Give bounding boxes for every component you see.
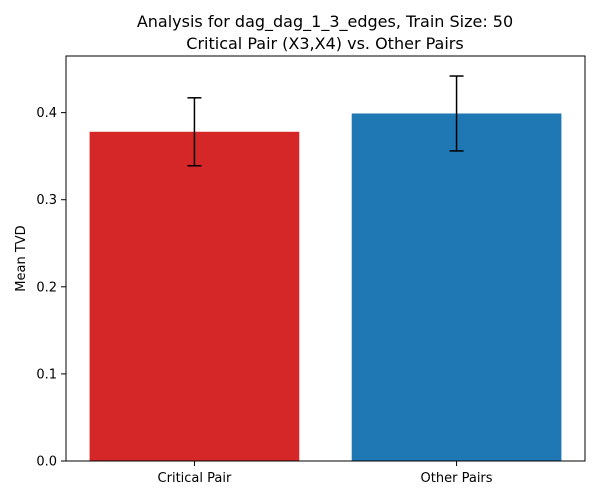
y-tick-label-3: 0.2	[36, 280, 57, 295]
chart-title-line-2: Critical Pair (X3,X4) vs. Other Pairs	[186, 34, 463, 53]
chart-title-line-1: Analysis for dag_dag_1_3_edges, Train Si…	[137, 12, 513, 32]
plot-frame	[65, 55, 586, 462]
y-tick-label-1: 0.0	[36, 455, 57, 470]
y-axis-ticks: 0.0 0.1 0.2 0.3 0.4	[36, 106, 66, 470]
x-axis-ticks: Critical Pair Other Pairs	[158, 461, 493, 486]
y-tick-label-2: 0.1	[36, 367, 57, 382]
y-axis-label: Mean TVD	[14, 225, 29, 291]
y-tick-label-5: 0.4	[36, 106, 57, 121]
x-tick-label-2: Other Pairs	[421, 471, 493, 486]
bar-1	[89, 131, 300, 461]
error-bars-group	[187, 75, 464, 167]
bars-group	[89, 113, 562, 461]
x-tick-label-1: Critical Pair	[158, 471, 232, 486]
bar-2	[351, 113, 562, 461]
y-tick-label-4: 0.3	[36, 193, 57, 208]
